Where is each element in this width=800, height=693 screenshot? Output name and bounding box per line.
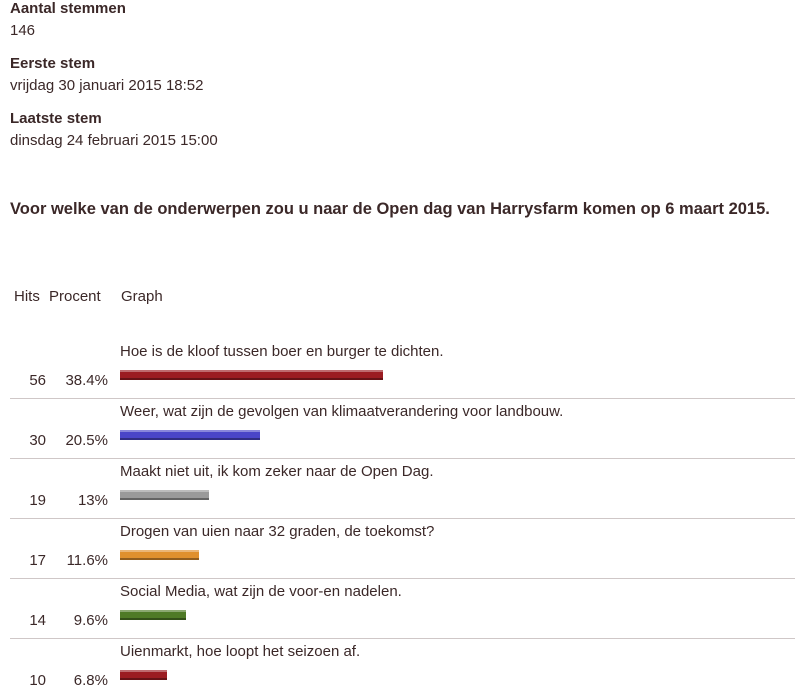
first-vote-value: vrijdag 30 januari 2015 18:52 [10, 77, 204, 94]
result-bar [120, 490, 209, 500]
hits-value: 19 [29, 492, 46, 509]
hits-value: 14 [29, 612, 46, 629]
result-bar [120, 670, 167, 680]
hits-value: 17 [29, 552, 46, 569]
last-vote-label: Laatste stem [10, 110, 102, 127]
percent-value: 6.8% [73, 672, 108, 689]
percent-value: 11.6% [66, 552, 108, 569]
poll-question: Voor welke van de onderwerpen zou u naar… [10, 200, 770, 218]
header-hits: Hits [14, 288, 40, 305]
option-label: Social Media, wat zijn de voor-en nadele… [120, 583, 402, 600]
percent-value: 20.5% [65, 432, 108, 449]
row-divider [10, 578, 795, 579]
option-label: Maakt niet uit, ik kom zeker naar de Ope… [120, 463, 434, 480]
option-label: Uienmarkt, hoe loopt het seizoen af. [120, 643, 361, 660]
header-percent: Procent [49, 288, 101, 305]
percent-value: 38.4% [65, 372, 108, 389]
option-label: Drogen van uien naar 32 graden, de toeko… [120, 523, 435, 540]
votes-count-value: 146 [10, 22, 36, 39]
option-label: Hoe is de kloof tussen boer en burger te… [120, 343, 444, 360]
result-bar [120, 430, 260, 440]
percent-value: 13% [77, 492, 108, 509]
hits-value: 30 [29, 432, 46, 449]
row-divider [10, 518, 795, 519]
hits-value: 10 [29, 672, 46, 689]
result-bar [120, 610, 186, 620]
votes-count-label: Aantal stemmen [10, 0, 126, 17]
result-bar [120, 370, 383, 380]
row-divider [10, 458, 795, 459]
last-vote-value: dinsdag 24 februari 2015 15:00 [10, 132, 218, 149]
result-bar [120, 550, 199, 560]
hits-value: 56 [29, 372, 46, 389]
first-vote-label: Eerste stem [10, 55, 96, 72]
row-divider [10, 638, 795, 639]
header-graph: Graph [121, 288, 163, 305]
option-label: Weer, wat zijn de gevolgen van klimaatve… [120, 403, 564, 420]
percent-value: 9.6% [73, 612, 108, 629]
row-divider [10, 398, 795, 399]
